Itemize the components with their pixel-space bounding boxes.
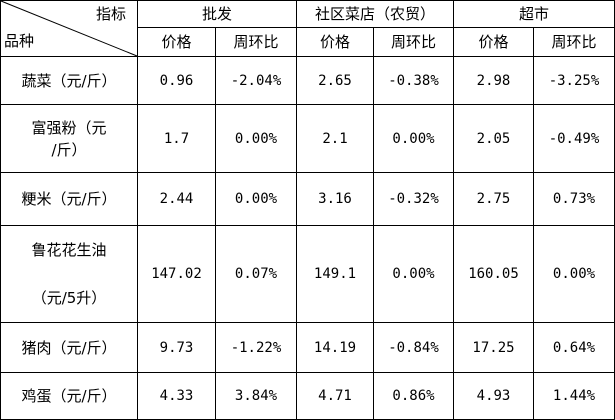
corner-diagonal-line — [0, 0, 138, 57]
table-cell: 4.93 — [476, 388, 511, 404]
row-label-text: 鲁花花生油 — [31, 241, 107, 259]
table-cell: -1.22% — [230, 339, 282, 356]
table-cell: 0.00% — [552, 266, 596, 282]
row-label: 猪肉（元/斤） — [1, 323, 137, 372]
column-divider — [137, 0, 138, 420]
table-cell: 9.73 — [159, 339, 194, 356]
table-cell: 160.05 — [468, 266, 519, 282]
subheader-wow: 周环比 — [390, 33, 436, 51]
group-header-supermarket: 超市 — [518, 5, 549, 23]
table-cell: 0.00% — [234, 130, 278, 147]
group-header-community: 社区菜店（农贸） — [314, 5, 435, 23]
column-divider — [533, 27, 534, 420]
table-cell: 0.64% — [552, 339, 596, 356]
table-cell: 2.75 — [476, 191, 511, 207]
header-bottom-rule — [0, 56, 615, 57]
row-label: 蔬菜（元/斤） — [1, 57, 137, 104]
table-cell: 3.16 — [318, 191, 352, 207]
table-cell: 0.86% — [392, 388, 435, 404]
column-divider — [215, 27, 216, 420]
table-cell: 14.19 — [313, 339, 357, 356]
row-divider — [0, 104, 615, 105]
column-divider — [453, 0, 454, 420]
row-label: 富强粉（元 /斤） — [1, 105, 137, 172]
subheader-price: 价格 — [319, 33, 350, 51]
row-label-text: （元/5升） — [31, 289, 107, 307]
table-cell: 17.25 — [472, 339, 515, 356]
subheader-price: 价格 — [478, 33, 509, 51]
table-cell: 0.00% — [392, 130, 435, 147]
row-label-text: 富强粉（元 — [31, 118, 107, 137]
table-cell: 4.33 — [159, 388, 194, 404]
corner-label-indicator: 指标 — [96, 5, 127, 23]
subheader-price: 价格 — [161, 33, 192, 51]
table-cell: 0.96 — [159, 72, 194, 89]
row-label: 鲁花花生油 （元/5升） — [1, 226, 137, 322]
table-cell: 2.44 — [159, 191, 194, 207]
row-divider — [0, 322, 615, 323]
table-cell: 0.07% — [234, 266, 278, 282]
table-cell: 3.84% — [234, 388, 278, 404]
row-label: 粳米（元/斤） — [1, 173, 137, 225]
row-label: 鸡蛋（元/斤） — [1, 373, 137, 419]
table-cell: 0.73% — [552, 191, 596, 207]
row-label-text: 猪肉（元/斤） — [21, 338, 117, 357]
table-cell: -0.84% — [388, 339, 439, 356]
table-border-left — [0, 0, 1, 420]
table-cell: 2.65 — [318, 72, 352, 89]
row-label-text: 粳米（元/斤） — [21, 190, 117, 208]
table-cell: -2.04% — [230, 72, 282, 89]
column-divider — [296, 0, 297, 420]
row-divider — [0, 172, 615, 173]
table-cell: -0.38% — [388, 72, 439, 89]
table-cell: 2.1 — [322, 130, 348, 147]
table-cell: 2.98 — [476, 72, 511, 89]
row-label-text: 蔬菜（元/斤） — [21, 71, 117, 90]
header-group-divider — [137, 27, 615, 28]
row-label-text: 鸡蛋（元/斤） — [21, 387, 117, 405]
table-border-top — [0, 0, 615, 1]
group-header-wholesale: 批发 — [201, 5, 232, 23]
subheader-wow: 周环比 — [551, 33, 597, 51]
table-cell: -0.32% — [388, 191, 439, 207]
row-divider — [0, 225, 615, 226]
table-cell: 1.7 — [163, 130, 190, 147]
table-cell: 147.02 — [151, 266, 202, 282]
table-cell: 1.44% — [552, 388, 596, 404]
table-cell: -0.49% — [548, 130, 600, 147]
column-divider — [373, 27, 374, 420]
corner-label-variety: 品种 — [4, 32, 35, 50]
table-cell: 0.00% — [234, 191, 278, 207]
table-cell: 2.05 — [476, 130, 511, 147]
table-cell: 0.00% — [392, 266, 435, 282]
subheader-wow: 周环比 — [233, 33, 279, 51]
table-cell: 4.71 — [318, 388, 352, 404]
table-cell: 149.1 — [313, 266, 357, 282]
table-cell: -3.25% — [548, 72, 600, 89]
row-label-text: /斤） — [51, 140, 87, 159]
row-divider — [0, 372, 615, 373]
